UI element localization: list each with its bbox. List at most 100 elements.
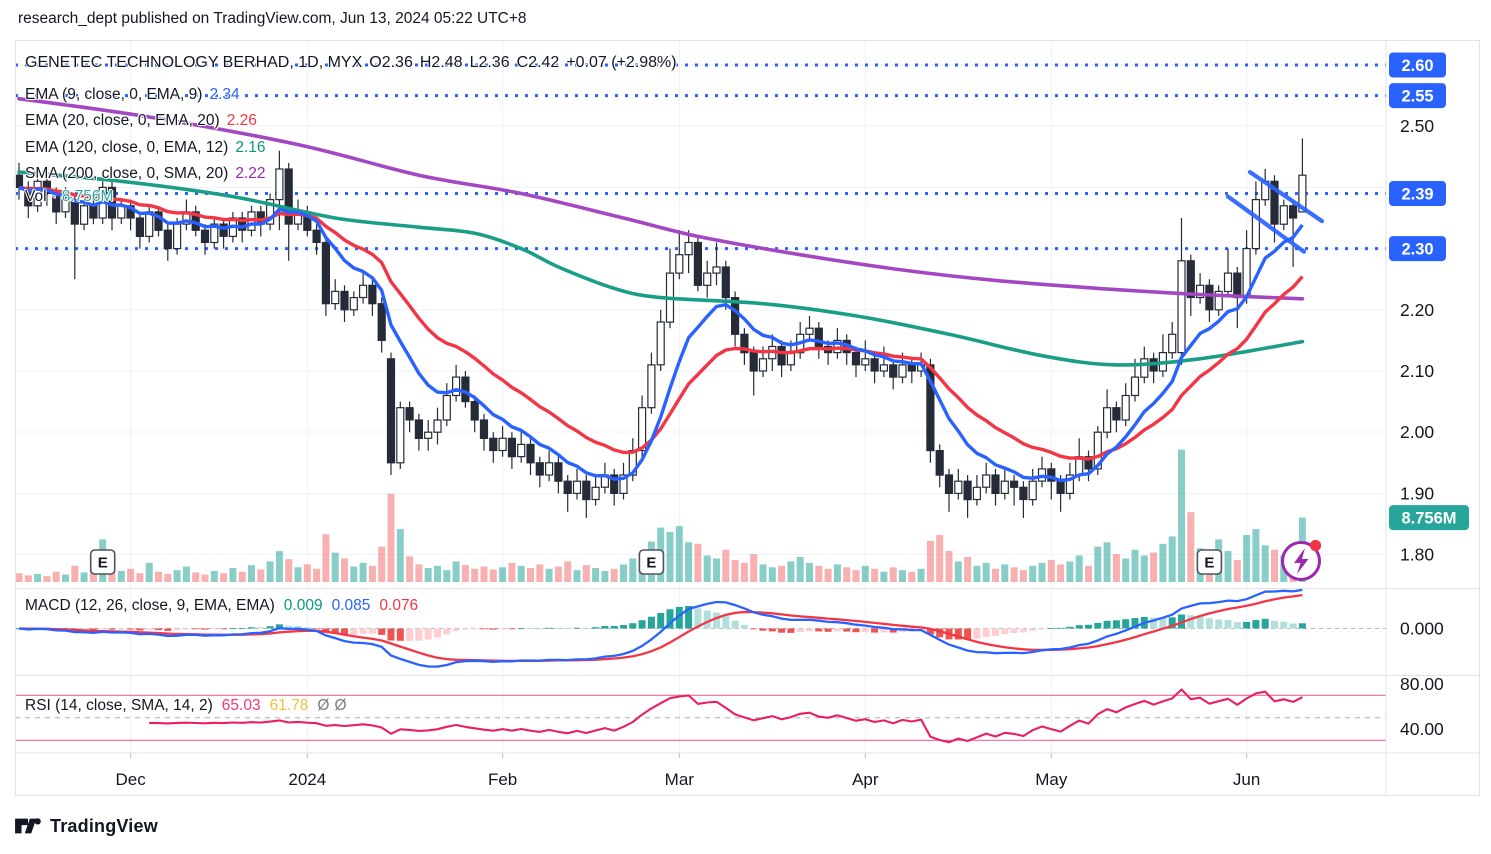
earnings-marker[interactable] (1196, 549, 1223, 575)
volume-bar (461, 565, 469, 582)
macd-histogram-bar (1010, 628, 1018, 633)
indicator-row-ema20[interactable]: EMA (20, close, 0, EMA, 20) 2.26 (25, 112, 264, 130)
macd-histogram-bar (248, 627, 255, 629)
volume-row[interactable]: Vol · 8.756M (25, 188, 120, 206)
candle-body (433, 419, 442, 433)
candle-body (693, 241, 703, 286)
price-level-badge (1389, 83, 1446, 109)
candle-body (944, 474, 954, 494)
time-axis-label: Feb (488, 770, 517, 789)
indicator-row-ema120[interactable]: EMA (120, close, 0, EMA, 12) 2.16 (25, 139, 272, 157)
volume-bar (1047, 560, 1055, 582)
ema9-line (18, 185, 1304, 483)
macd-histogram-bar (778, 628, 786, 633)
candle-body (572, 480, 582, 495)
volume-bar (303, 564, 311, 582)
volume-bar (406, 556, 414, 582)
candle-body (1000, 480, 1009, 495)
tradingview-branding[interactable]: TradingView (14, 814, 158, 838)
candle-body (926, 364, 935, 452)
indicator-row-sma200[interactable]: SMA (200, close, 0, SMA, 20) 2.22 (25, 165, 272, 183)
price-level-badge-label: 2.60 (1401, 57, 1433, 75)
volume-bar (1261, 545, 1269, 583)
candle-body (340, 290, 349, 311)
price-level-badge-label: 2.30 (1401, 241, 1433, 259)
rsi-legend[interactable]: RSI (14, close, SMA, 14, 2) 65.03 61.78 Ø Ø (25, 697, 356, 715)
volume-bar (768, 567, 776, 582)
candle-body (33, 180, 42, 207)
time-axis-label: May (1035, 770, 1068, 789)
macd-histogram-bar (1019, 628, 1027, 633)
volume-bar (1159, 543, 1167, 582)
volume-bar (592, 568, 600, 582)
macd-histogram-bar (601, 626, 609, 629)
price-scale-label: 2.10 (1400, 361, 1434, 381)
candle-body (1028, 480, 1037, 501)
volume-bar (489, 569, 497, 582)
candle-body (135, 217, 144, 237)
candle-body (1019, 486, 1028, 501)
macd-signal-value: 0.076 (379, 597, 419, 614)
macd-histogram-bar (1001, 628, 1009, 635)
candle-body (544, 462, 554, 476)
macd-histogram-bar (610, 626, 618, 629)
macd-histogram-bar (1289, 623, 1297, 629)
volume-bar (34, 573, 42, 582)
candle-body (935, 450, 944, 476)
volume-bar (499, 567, 507, 582)
macd-histogram-bar (954, 628, 962, 640)
volume-bar (80, 572, 88, 582)
candle-body (1121, 394, 1130, 421)
volume-bar (685, 542, 693, 582)
volume-bar (982, 562, 990, 582)
macd-histogram-bar (331, 628, 339, 634)
macd-histogram-bar (434, 628, 441, 638)
candle-body (1214, 290, 1223, 311)
macd-histogram-bar (843, 628, 851, 632)
macd-histogram-bar (192, 628, 200, 630)
sma200-line (17, 96, 1305, 301)
earnings-marker[interactable] (638, 549, 665, 575)
macd-histogram-bar (1103, 620, 1111, 629)
earnings-marker[interactable] (89, 549, 116, 575)
volume-bar (266, 561, 274, 582)
candle-body (1233, 272, 1242, 299)
candle-body (331, 290, 340, 305)
candle-body (582, 480, 591, 501)
volume-bar (341, 558, 348, 582)
symbol-title-row[interactable]: GENETEC TECHNOLOGY BERHAD, 1D, MYX O2.36 H… (25, 54, 684, 72)
candle-body (963, 480, 972, 501)
volume-bar (62, 574, 69, 582)
candle-body (275, 168, 284, 201)
volume-bar (424, 568, 432, 582)
volume-bar (582, 565, 590, 582)
candle-body (377, 303, 386, 342)
candle-body (526, 443, 535, 464)
volume-bar (294, 567, 302, 582)
candle-body (1084, 456, 1093, 470)
candle-body (703, 272, 712, 286)
macd-legend[interactable]: MACD (12, 26, close, 9, EMA, EMA) 0.009 0.… (25, 597, 427, 615)
indicator-value: 2.26 (226, 112, 257, 129)
volume-bar (1224, 551, 1232, 582)
candle-body (89, 205, 98, 219)
volume-bar (1057, 564, 1065, 582)
volume-bar (601, 571, 609, 582)
macd-histogram-bar (406, 628, 414, 641)
indicator-row-ema9[interactable]: EMA (9, close, 0, EMA, 9) 2.34 (25, 86, 247, 104)
macd-histogram-bar (1038, 628, 1046, 630)
candle-body (266, 199, 275, 225)
macd-histogram-bar (638, 620, 646, 629)
macd-histogram-bar (629, 623, 637, 629)
volume-bar (908, 571, 916, 582)
volume-bar (713, 558, 720, 582)
volume-bar (629, 558, 637, 582)
volume-bar (229, 568, 237, 582)
volume-bar (852, 570, 860, 582)
candle-body (1288, 205, 1298, 219)
macd-histogram-bar (313, 628, 321, 630)
candle-body (1177, 260, 1186, 354)
macd-histogram-bar (471, 628, 479, 630)
macd-histogram-bar (592, 627, 600, 629)
macd-histogram-bar (833, 628, 841, 632)
